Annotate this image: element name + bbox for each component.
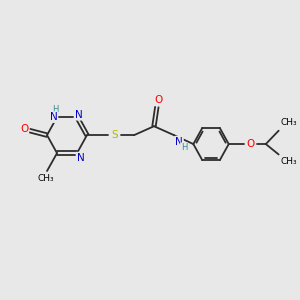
- Text: N: N: [74, 110, 82, 120]
- Text: O: O: [154, 95, 162, 105]
- Text: O: O: [20, 124, 28, 134]
- Text: CH₃: CH₃: [281, 118, 298, 127]
- Text: CH₃: CH₃: [281, 157, 298, 166]
- Text: CH₃: CH₃: [37, 174, 54, 183]
- Text: N: N: [50, 112, 58, 122]
- Text: N: N: [76, 153, 84, 163]
- Text: S: S: [111, 130, 118, 140]
- Text: H: H: [181, 143, 187, 152]
- Text: O: O: [247, 139, 255, 149]
- Text: H: H: [52, 105, 59, 114]
- Text: N: N: [175, 137, 183, 147]
